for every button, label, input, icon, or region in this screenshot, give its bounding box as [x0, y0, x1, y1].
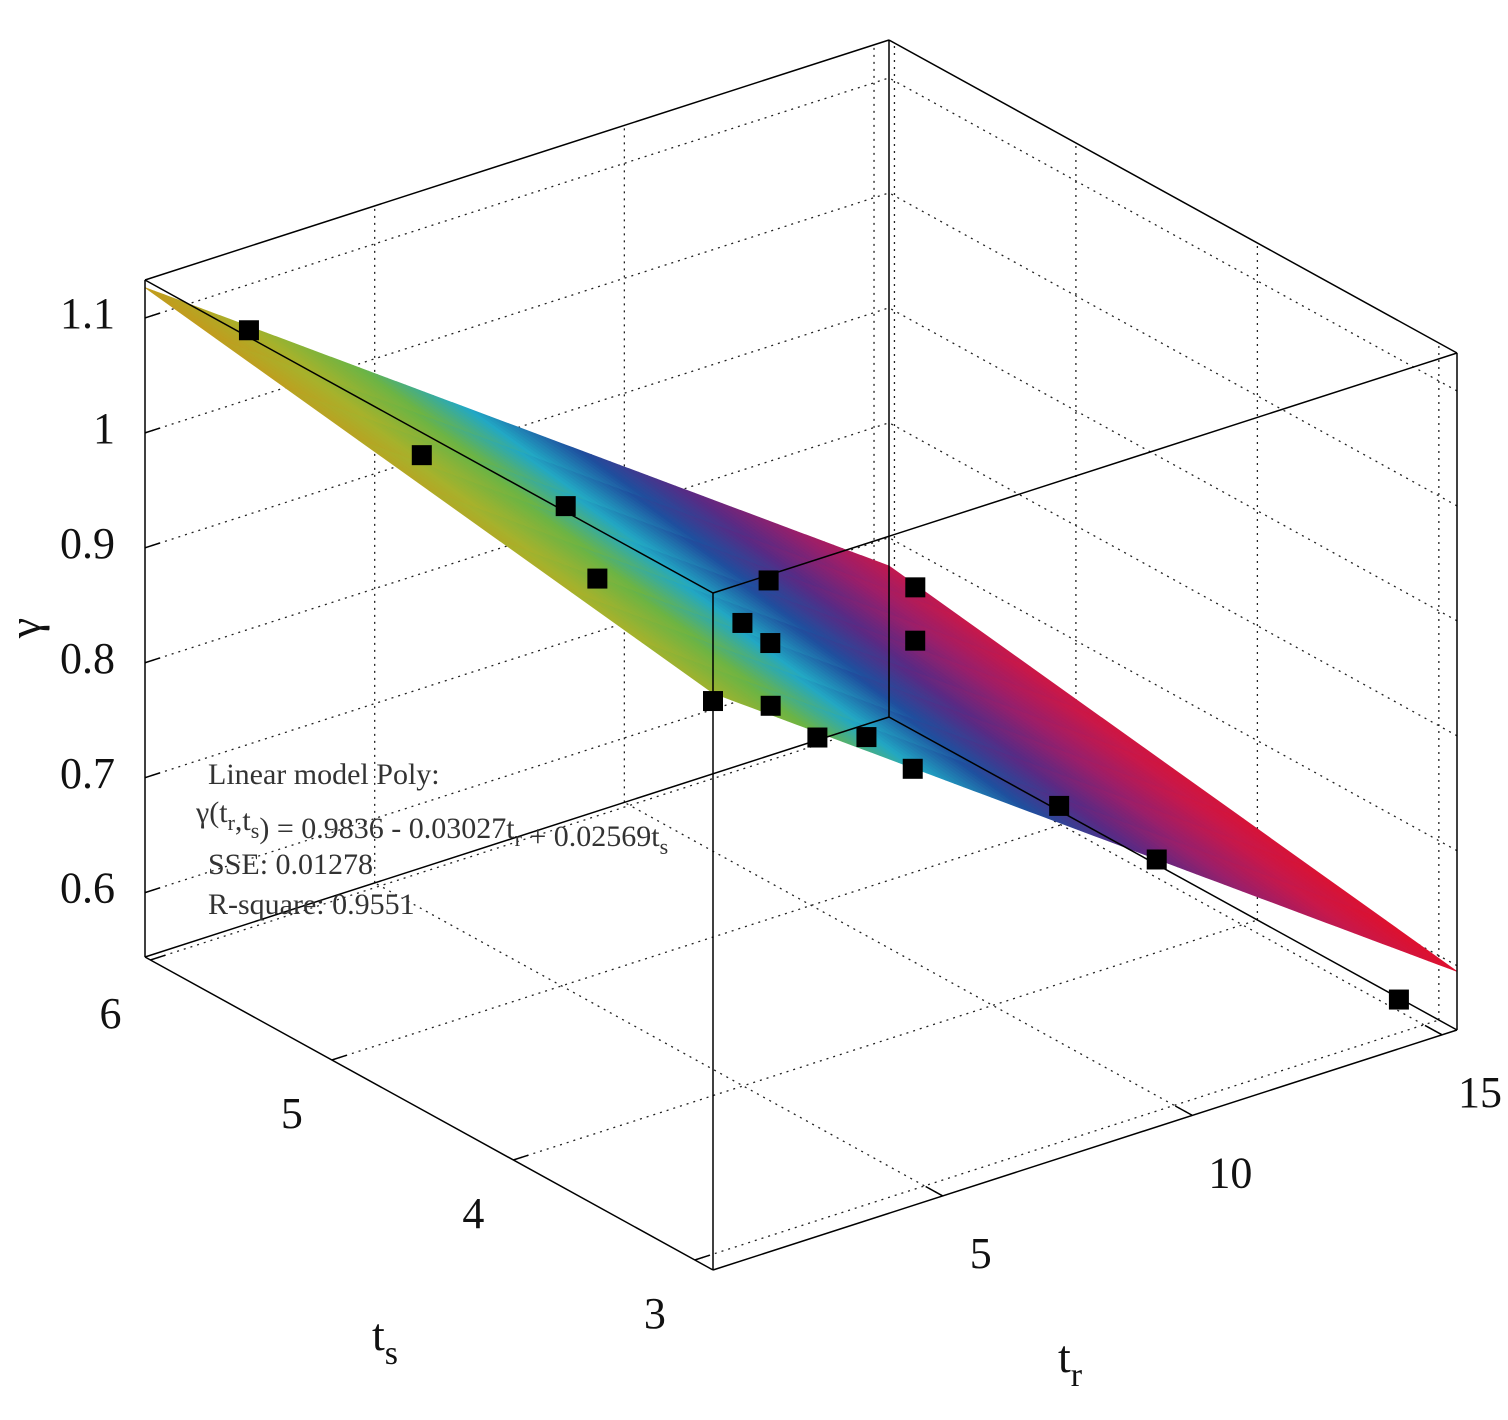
z-tick — [144, 657, 161, 664]
data-point — [1388, 989, 1409, 1010]
grid-line — [888, 422, 1458, 737]
points — [238, 320, 1409, 1010]
x-tick-label: 5 — [970, 1229, 992, 1278]
data-point — [760, 633, 781, 654]
x-tick — [925, 1185, 944, 1197]
data-point — [703, 691, 723, 712]
grid-line — [374, 882, 944, 1197]
y-axis-label-sub: s — [385, 1335, 398, 1372]
x-tick-label: 10 — [1208, 1148, 1252, 1197]
data-point — [905, 630, 926, 651]
grid-line — [144, 192, 890, 434]
y-tick-label: 3 — [644, 1289, 666, 1338]
y-tick — [150, 954, 166, 961]
equation-text: ) = 0.9836 - 0.03027t — [259, 812, 515, 845]
equation-subscript: s — [251, 818, 260, 843]
data-point — [587, 568, 608, 589]
equation-text: ,t — [235, 804, 252, 837]
z-tick-label: 1.1 — [60, 289, 115, 338]
data-point — [411, 445, 432, 466]
box-edge — [144, 39, 890, 281]
surface — [144, 287, 1458, 972]
data-point — [555, 496, 576, 517]
data-point — [905, 577, 926, 598]
grid-line — [144, 422, 890, 664]
grid-line — [888, 77, 1458, 392]
grid-line — [513, 919, 1258, 1161]
z-tick — [144, 312, 161, 319]
y-tick-label: 6 — [99, 989, 121, 1038]
grid-line — [150, 719, 895, 961]
grid-line — [144, 77, 890, 319]
grid-line — [144, 307, 890, 549]
grid-line — [888, 307, 1458, 622]
grid-line — [331, 819, 1077, 1061]
z-tick-label: 1 — [93, 404, 115, 453]
annotation-equation: γ(tr,ts) = 0.9836 - 0.03027tr + 0.02569t… — [195, 796, 668, 859]
z-tick-label: 0.8 — [60, 634, 115, 683]
box-edge — [144, 956, 714, 1271]
y-tick-label: 4 — [462, 1189, 484, 1238]
box-edge — [144, 716, 890, 958]
z-tick — [144, 427, 161, 434]
data-point — [856, 727, 877, 748]
z-tick — [144, 542, 161, 549]
x-axis-label-main: t — [1058, 1331, 1071, 1382]
equation-subscript: r — [228, 810, 236, 835]
box-edge — [712, 1029, 1458, 1271]
y-axis-label-main: t — [372, 1309, 385, 1360]
annotation-title: Linear model Poly: — [208, 758, 440, 791]
y-tick — [331, 1054, 348, 1061]
y-axis-label: ts — [372, 1309, 398, 1372]
z-tick — [144, 887, 161, 894]
x-axis-label: tr — [1058, 1331, 1083, 1394]
equation-text: γ(t — [195, 796, 228, 829]
x-tick — [1424, 1024, 1443, 1036]
z-tick — [144, 772, 161, 779]
data-point — [902, 758, 923, 779]
y-tick-label: 5 — [281, 1089, 303, 1138]
grid-line — [888, 537, 1458, 852]
data-point — [732, 612, 753, 633]
data-point — [238, 320, 259, 341]
data-point — [1146, 849, 1167, 870]
grid-line — [624, 801, 1193, 1116]
data-point — [1049, 795, 1070, 816]
grid-line — [888, 192, 1458, 507]
annotation-sse: SSE: 0.01278 — [208, 848, 373, 881]
y-tick — [694, 1254, 710, 1261]
equation-subscript: s — [660, 834, 669, 859]
z-tick-label: 0.7 — [60, 749, 115, 798]
z-tick-label: 0.6 — [60, 864, 115, 913]
x-axis-label-sub: r — [1071, 1357, 1083, 1394]
annotation-rsquare: R-square: 0.9551 — [208, 888, 415, 921]
data-point — [807, 727, 828, 748]
box-edge — [888, 39, 1458, 354]
box-edge — [712, 352, 1458, 594]
x-tick — [1174, 1105, 1193, 1117]
data-point — [758, 570, 779, 591]
labels: 0.6 0.7 0.8 0.9 1 1.1 5 10 15 3 4 5 6 — [60, 289, 1502, 1338]
y-tick — [513, 1154, 529, 1161]
data-point — [760, 695, 781, 716]
grid-line — [694, 1019, 1440, 1261]
x-tick-label: 15 — [1458, 1068, 1502, 1117]
equation-text: + 0.02569t — [522, 820, 660, 853]
z-axis-label: γ — [0, 618, 50, 639]
equation-subscript: r — [515, 826, 523, 851]
box-edge — [888, 716, 1458, 1031]
z-tick-label: 0.9 — [60, 519, 115, 568]
